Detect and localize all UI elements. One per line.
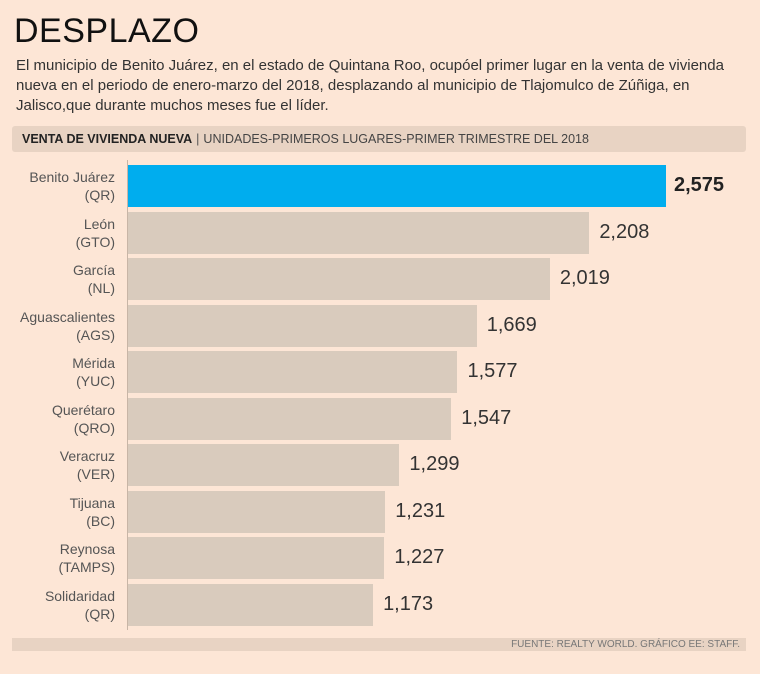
value-label: 1,231 bbox=[395, 499, 446, 522]
bar-row: Aguascalientes (AGS) 1,669 bbox=[0, 304, 760, 347]
value-label: 2,575 bbox=[674, 174, 725, 196]
municipality-name: Veracruz bbox=[59, 448, 115, 464]
value-label: 1,577 bbox=[467, 360, 518, 382]
state-abbrev: (AGS) bbox=[76, 326, 115, 343]
state-abbrev: (BC) bbox=[86, 512, 115, 529]
bar-row: Solidaridad (QR) 1,173 bbox=[0, 583, 760, 626]
state-abbrev: (QR) bbox=[84, 605, 115, 622]
municipality-name: Aguascalientes bbox=[20, 308, 115, 325]
bar-row: Benito Juárez (QR) 2,575 bbox=[0, 165, 760, 207]
bar-row: Tijuana (BC) 1,231 bbox=[0, 490, 760, 533]
source-text: FUENTE: REALTY WORLD. GRÁFICO EE: STAFF. bbox=[511, 639, 740, 650]
chart-header: VENTA DE VIVIENDA NUEVA | UNIDADES-PRIMERO… bbox=[12, 126, 746, 152]
bar-row: Reynosa (TAMPS) 1,227 bbox=[0, 537, 760, 579]
description: El municipio de Benito Juárez, en el est… bbox=[16, 57, 724, 114]
state-abbrev: (YUC) bbox=[76, 373, 115, 389]
state-abbrev: (VER) bbox=[76, 466, 115, 482]
municipality-name: Reynosa bbox=[59, 541, 115, 557]
municipality-name: Tijuana bbox=[69, 494, 115, 511]
bar-row: García (NL) 2,019 bbox=[0, 258, 760, 300]
municipality-name: García bbox=[72, 262, 115, 278]
value-label: 2,019 bbox=[559, 267, 610, 289]
bar bbox=[128, 165, 666, 207]
bar-row: Querétaro (QRO) 1,547 bbox=[0, 397, 760, 440]
category-label: Veracruz (VER) bbox=[0, 447, 115, 483]
state-abbrev: (QR) bbox=[84, 187, 115, 203]
chart-title: VENTA DE VIVIENDA NUEVA bbox=[22, 132, 193, 146]
bar bbox=[128, 537, 385, 579]
source-footer: FUENTE: REALTY WORLD. GRÁFICO EE: STAFF. bbox=[12, 638, 746, 651]
municipality-name: Querétaro bbox=[51, 401, 115, 418]
bar bbox=[128, 444, 400, 486]
category-label: Aguascalientes (AGS) bbox=[0, 308, 115, 344]
bar bbox=[128, 583, 374, 626]
bar bbox=[128, 304, 477, 347]
category-label: Benito Juárez (QR) bbox=[0, 168, 115, 204]
category-label: Tijuana (BC) bbox=[0, 494, 115, 530]
y-axis-line bbox=[127, 160, 128, 630]
value-label: 1,227 bbox=[394, 546, 445, 568]
value-label: 1,299 bbox=[409, 453, 460, 475]
municipality-name: Solidaridad bbox=[44, 587, 115, 604]
category-label: León (GTO) bbox=[0, 215, 115, 251]
municipality-name: Mérida bbox=[72, 355, 115, 371]
value-label: 1,669 bbox=[486, 313, 537, 336]
bar-row: Mérida (YUC) 1,577 bbox=[0, 351, 760, 393]
municipality-name: Benito Juárez bbox=[29, 169, 115, 185]
state-abbrev: (QRO) bbox=[73, 419, 115, 436]
value-label: 1,547 bbox=[461, 406, 512, 429]
municipality-name: León bbox=[83, 215, 115, 232]
bar bbox=[128, 490, 386, 533]
bar bbox=[128, 258, 550, 300]
state-abbrev: (TAMPS) bbox=[58, 559, 115, 575]
value-label: 1,173 bbox=[383, 592, 434, 615]
bar bbox=[128, 211, 590, 254]
value-label: 2,208 bbox=[599, 220, 650, 243]
page-title: DESPLAZO bbox=[14, 12, 200, 50]
category-label: García (NL) bbox=[0, 261, 115, 297]
bar bbox=[128, 351, 458, 393]
category-label: Solidaridad (QR) bbox=[0, 587, 115, 623]
category-label: Querétaro (QRO) bbox=[0, 401, 115, 437]
bar-row: Veracruz (VER) 1,299 bbox=[0, 444, 760, 486]
bar-row: León (GTO) 2,208 bbox=[0, 211, 760, 254]
category-label: Reynosa (TAMPS) bbox=[0, 540, 115, 576]
bar bbox=[128, 397, 452, 440]
state-abbrev: (NL) bbox=[87, 280, 115, 296]
title-separator: | bbox=[196, 132, 200, 146]
state-abbrev: (GTO) bbox=[75, 233, 115, 250]
category-label: Mérida (YUC) bbox=[0, 354, 115, 390]
chart-subtitle: UNIDADES-PRIMEROS LUGARES-PRIMER TRIMEST… bbox=[203, 132, 589, 146]
